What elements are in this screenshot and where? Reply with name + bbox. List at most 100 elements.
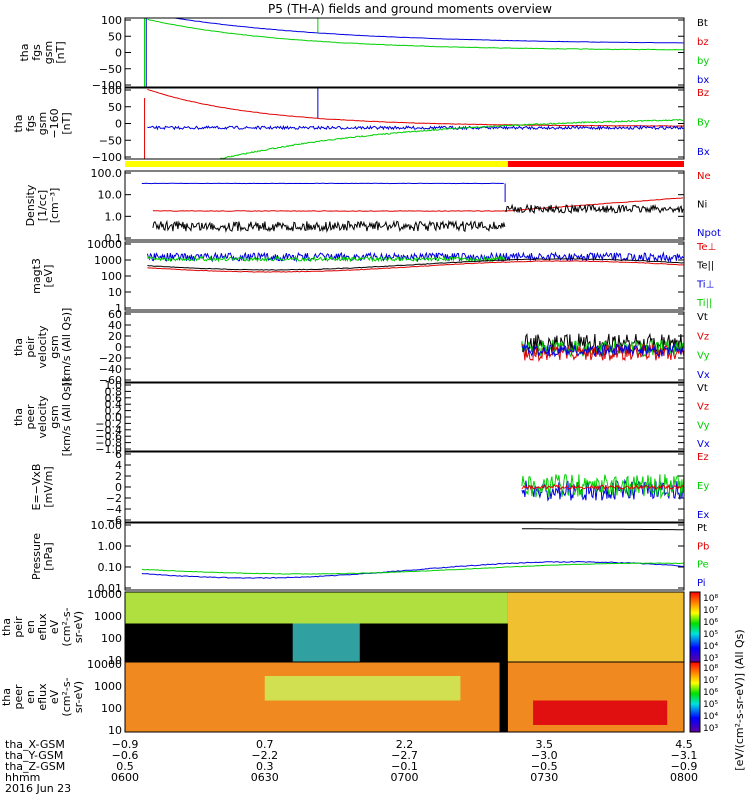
y-label-line: [eV] (42, 265, 55, 288)
y-label-line: gsm (48, 335, 61, 358)
y-tick-label: −40 (99, 363, 122, 376)
legend: Ez Ey Ex (697, 452, 709, 521)
y-axis-label: tha peer en eflux eV (cm²-s-sr-eV) (0, 677, 85, 716)
series (141, 182, 684, 233)
footer-value: 0630 (251, 771, 279, 784)
panel-frame (124, 451, 685, 523)
y-axis-label: Density [1/cc] [cm⁻³] (24, 184, 61, 226)
y-axis-label: Pressure [nPa] (30, 533, 55, 580)
footer-value: 0600 (111, 771, 139, 784)
spectrogram-band (507, 592, 684, 662)
series (141, 528, 684, 579)
legend-entry: Bz (697, 88, 709, 99)
legend-entry: Vx (697, 370, 710, 381)
colorbar-tick: 10⁴ (703, 642, 718, 652)
panel-5: tha peir velocity gsm [km/s (All Qs)] 6040200… (12, 308, 710, 387)
y-label-line: gsm (48, 405, 61, 428)
colorbar-tick: 10³ (703, 654, 718, 664)
y-label-line: peir (12, 616, 25, 638)
series-ex (521, 478, 685, 502)
colorbar-tick: 10⁴ (703, 712, 718, 722)
footer-value: 0.7 (256, 738, 274, 751)
spectrogram-band (533, 700, 668, 725)
y-ticks: 10.00 1.00 0.10 0.01 (91, 519, 684, 595)
legend-entry: Ez (697, 452, 709, 463)
legend-entry: Vy (697, 351, 710, 362)
panel-frame (124, 382, 685, 452)
y-tick-label: 100.0 (91, 167, 123, 180)
series (125, 592, 684, 662)
panel-frame (124, 17, 685, 88)
series-bz (147, 88, 684, 127)
y-tick-label: −100 (92, 79, 122, 92)
y-tick-label: 10000 (87, 238, 122, 251)
y-label-line: Density (24, 184, 37, 226)
series-bt (175, 17, 684, 44)
footer-value: 0730 (530, 771, 558, 784)
legend-entry: Npot (697, 228, 721, 239)
legend-entry: Te⊥ (696, 242, 716, 253)
legend: Bt bz by bx (697, 18, 709, 86)
panel-frame (124, 311, 685, 383)
footer-row-label: tha_Z-GSM (5, 760, 65, 773)
series (144, 88, 684, 160)
footer-value: −0.9 (112, 738, 139, 751)
series-pi (141, 560, 684, 579)
y-axis-label: E=−VxB [mV/m] (30, 464, 55, 511)
colorbar-label: [eV/(cm²-s-sr-eV)] (All Qs) (733, 629, 746, 770)
y-label-line: E=−VxB (30, 464, 43, 511)
y-tick-label: 100 (101, 14, 122, 27)
y-tick-label: −4 (106, 503, 122, 516)
panel-frame (124, 170, 685, 241)
y-label-line: peer (12, 684, 25, 710)
y-tick-label: 0.01 (98, 582, 123, 595)
legend-entry: Vt (697, 383, 708, 394)
panel-frame (124, 87, 685, 160)
y-tick-label: −1.0 (95, 443, 122, 456)
series-pt (521, 528, 684, 531)
y-label-line: velocity (36, 325, 49, 368)
y-ticks: 100.0 10.0 1.0 0.1 (91, 167, 684, 245)
y-label-line: peir (24, 336, 37, 358)
footer-value: 0.5 (116, 760, 134, 773)
series-by (147, 18, 684, 51)
y-axis-label: tha peir en eflux eV (cm²-s-sr-eV) (0, 607, 85, 646)
footer-value: −0.1 (391, 760, 418, 773)
y-ticks: 100 50 0 −50 −100 (92, 14, 684, 92)
y-label-line: Pressure (30, 533, 43, 580)
y-tick-label: 1.00 (98, 540, 123, 553)
y-tick-label: 100 (101, 270, 122, 283)
legend-entry: Ni (697, 200, 707, 211)
series-ey (521, 474, 685, 500)
y-label-line: velocity (36, 395, 49, 438)
y-tick-label: 100 (101, 632, 122, 645)
legend-entry: Pb (697, 541, 709, 552)
footer-value: 4.5 (675, 738, 693, 751)
legend-entry: Pt (697, 523, 707, 534)
footer-value: 3.5 (536, 738, 554, 751)
legend: Vt Vz Vy Vx (697, 312, 710, 381)
legend: Ne Ni Npot (697, 171, 721, 239)
y-label-line: tha (18, 43, 31, 61)
footer-value: −3.0 (531, 749, 558, 762)
y-label-line: tha (12, 338, 25, 356)
legend: Vt Vz Vy Vx (697, 383, 710, 450)
y-label-line: eflux (36, 683, 49, 711)
y-tick-label: 0.4 (105, 398, 123, 411)
series (521, 474, 685, 502)
footer-value: −0.6 (112, 749, 139, 762)
y-label-line: [km/s (All Qs)] (60, 378, 73, 457)
legend-entry: Ti⊥ (696, 279, 714, 290)
y-tick-label: 2 (115, 470, 122, 483)
panel-4: magt3 [eV] 10000 1000 100 10 1 Te⊥ Te|| Ti⊥ Ti|| (30, 238, 716, 315)
legend-entry: Bt (697, 18, 708, 29)
y-tick-label: −100 (92, 151, 122, 164)
colorbar-tick: 10³ (703, 724, 718, 734)
y-ticks: 10000 1000 100 10 1 (87, 238, 684, 315)
legend-entry: Ne (697, 171, 711, 182)
y-tick-label: −0.2 (95, 417, 122, 430)
series-bx (147, 124, 684, 131)
